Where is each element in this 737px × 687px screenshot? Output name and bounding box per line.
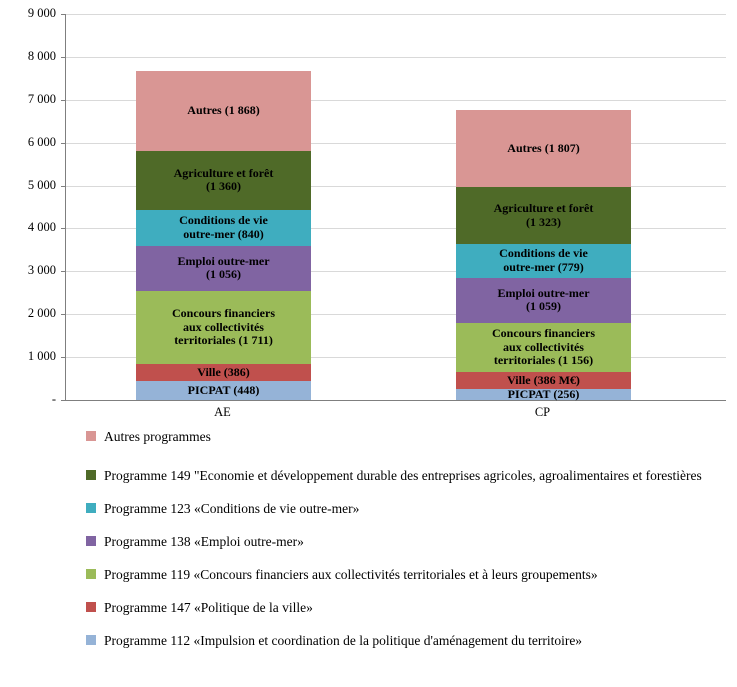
- bar-segment-label: Agriculture et forêt (1 323): [493, 201, 594, 229]
- bar-segment-label: Autres (1 868): [187, 103, 260, 118]
- chart-area: Autres (1 868) Agriculture et forêt (1 36…: [27, 6, 726, 419]
- bar-segment-conditions-de-vie: Conditions de vie outre-mer (840): [136, 209, 311, 246]
- y-tick-mark: [61, 228, 65, 230]
- y-tick-label: 9 000: [27, 6, 56, 20]
- y-tick-mark: [61, 400, 65, 401]
- gridline: [66, 185, 726, 187]
- legend-item-programme-149: Programme 149 "Economie et développement…: [86, 467, 726, 484]
- y-tick-mark: [61, 56, 65, 58]
- y-tick-label: 3 000: [27, 263, 56, 278]
- legend-label-programme-138: Programme 138 «Emploi outre-mer»: [104, 534, 304, 549]
- bar-segment-agriculture-et-foret: Agriculture et forêt (1 360): [136, 151, 311, 210]
- bar-segment-ville: Ville (386 M€): [456, 372, 631, 390]
- bar-segment-picpat: PICPAT (448): [136, 380, 311, 400]
- bar-ae: Autres (1 868) Agriculture et forêt (1 36…: [136, 71, 311, 400]
- legend: Autres programmes Programme 149 "Economie…: [86, 428, 726, 649]
- plot-area: Autres (1 868) Agriculture et forêt (1 36…: [65, 14, 726, 401]
- y-tick-mark: [61, 271, 65, 273]
- bar-segment-concours-financiers: Concours financiers aux collectivités te…: [456, 322, 631, 373]
- bar-segment-conditions-de-vie: Conditions de vie outre-mer (779): [456, 244, 631, 278]
- y-tick-label: 1 000: [27, 349, 56, 364]
- bar-segment-label: Emploi outre-mer (1 056): [177, 253, 270, 282]
- bar-segment-ville: Ville (386): [136, 364, 311, 381]
- legend-swatch-programme-147: [86, 602, 96, 612]
- y-tick-label: 6 000: [27, 134, 56, 149]
- bar-segment-label: Emploi outre-mer (1 059): [497, 285, 590, 314]
- bar-segment-label: Concours financiers aux collectivités te…: [492, 326, 595, 368]
- bar-segment-label: Ville (386): [197, 364, 250, 379]
- y-tick-mark: [61, 314, 65, 316]
- bar-segment-autres: Autres (1 807): [456, 109, 631, 188]
- legend-label-programme-147: Programme 147 «Politique de la ville»: [104, 600, 313, 615]
- legend-label-programme-119: Programme 119 «Concours financiers aux c…: [104, 567, 598, 582]
- legend-label-programme-149: Programme 149 "Economie et développement…: [104, 468, 702, 483]
- bar-segment-label: PICPAT (448): [187, 382, 260, 397]
- gridline: [66, 56, 726, 58]
- gridline: [66, 357, 726, 359]
- gridline: [66, 271, 726, 273]
- bar-segment-label: Conditions de vie outre-mer (840): [179, 213, 268, 241]
- legend-item-autres-programmes: Autres programmes: [86, 428, 726, 445]
- y-tick-label: 7 000: [27, 91, 56, 106]
- y-tick-mark: [61, 185, 65, 187]
- legend-item-programme-138: Programme 138 «Emploi outre-mer»: [86, 533, 726, 550]
- bar-segment-autres: Autres (1 868): [136, 71, 311, 152]
- bar-segment-concours-financiers: Concours financiers aux collectivités te…: [136, 290, 311, 365]
- y-tick-mark: [61, 357, 65, 359]
- y-tick-mark: [61, 14, 65, 15]
- y-tick-label: 8 000: [27, 48, 56, 63]
- legend-item-programme-123: Programme 123 «Conditions de vie outre-m…: [86, 500, 726, 517]
- bar-segment-label: PICPAT (256): [507, 386, 580, 401]
- bar-cp: Autres (1 807) Agriculture et forêt (1 32…: [456, 109, 631, 401]
- legend-swatch-programme-123: [86, 503, 96, 513]
- bar-segment-picpat: PICPAT (256): [456, 386, 631, 401]
- bar-segment-emploi-outre-mer: Emploi outre-mer (1 059): [456, 277, 631, 323]
- legend-label-programme-123: Programme 123 «Conditions de vie outre-m…: [104, 501, 360, 516]
- gridline: [66, 228, 726, 230]
- y-tick-mark: [61, 99, 65, 101]
- legend-item-programme-147: Programme 147 «Politique de la ville»: [86, 599, 726, 616]
- legend-label-programme-112: Programme 112 «Impulsion et coordination…: [104, 633, 583, 648]
- bar-segment-label: Concours financiers aux collectivités te…: [172, 306, 275, 348]
- y-tick-mark: [61, 142, 65, 144]
- bar-segment-agriculture-et-foret: Agriculture et forêt (1 323): [456, 187, 631, 245]
- legend-swatch-programme-138: [86, 536, 96, 546]
- y-tick-label: 4 000: [27, 220, 56, 235]
- gridline: [66, 314, 726, 316]
- legend-swatch-autres-programmes: [86, 431, 96, 441]
- x-axis-label-ae: AE: [214, 405, 231, 419]
- legend-swatch-programme-112: [86, 635, 96, 645]
- bar-segment-emploi-outre-mer: Emploi outre-mer (1 056): [136, 245, 311, 291]
- bar-segment-label: Conditions de vie outre-mer (779): [499, 246, 588, 274]
- legend-swatch-programme-149: [86, 470, 96, 480]
- legend-item-programme-119: Programme 119 «Concours financiers aux c…: [86, 566, 726, 583]
- gridline: [66, 99, 726, 101]
- y-tick-label: 5 000: [27, 177, 56, 192]
- legend-label-autres-programmes: Autres programmes: [104, 429, 211, 444]
- bar-segment-label: Ville (386 M€): [507, 373, 580, 387]
- y-tick-label: 2 000: [27, 306, 56, 321]
- bar-segment-label: Autres (1 807): [507, 140, 580, 155]
- legend-item-programme-112: Programme 112 «Impulsion et coordination…: [86, 632, 726, 649]
- x-axis-label-cp: CP: [534, 405, 551, 419]
- gridline: [66, 142, 726, 144]
- bar-segment-label: Agriculture et forêt (1 360): [173, 165, 274, 194]
- legend-swatch-programme-119: [86, 569, 96, 579]
- y-tick-label: -: [51, 392, 56, 406]
- gridline: [66, 14, 726, 15]
